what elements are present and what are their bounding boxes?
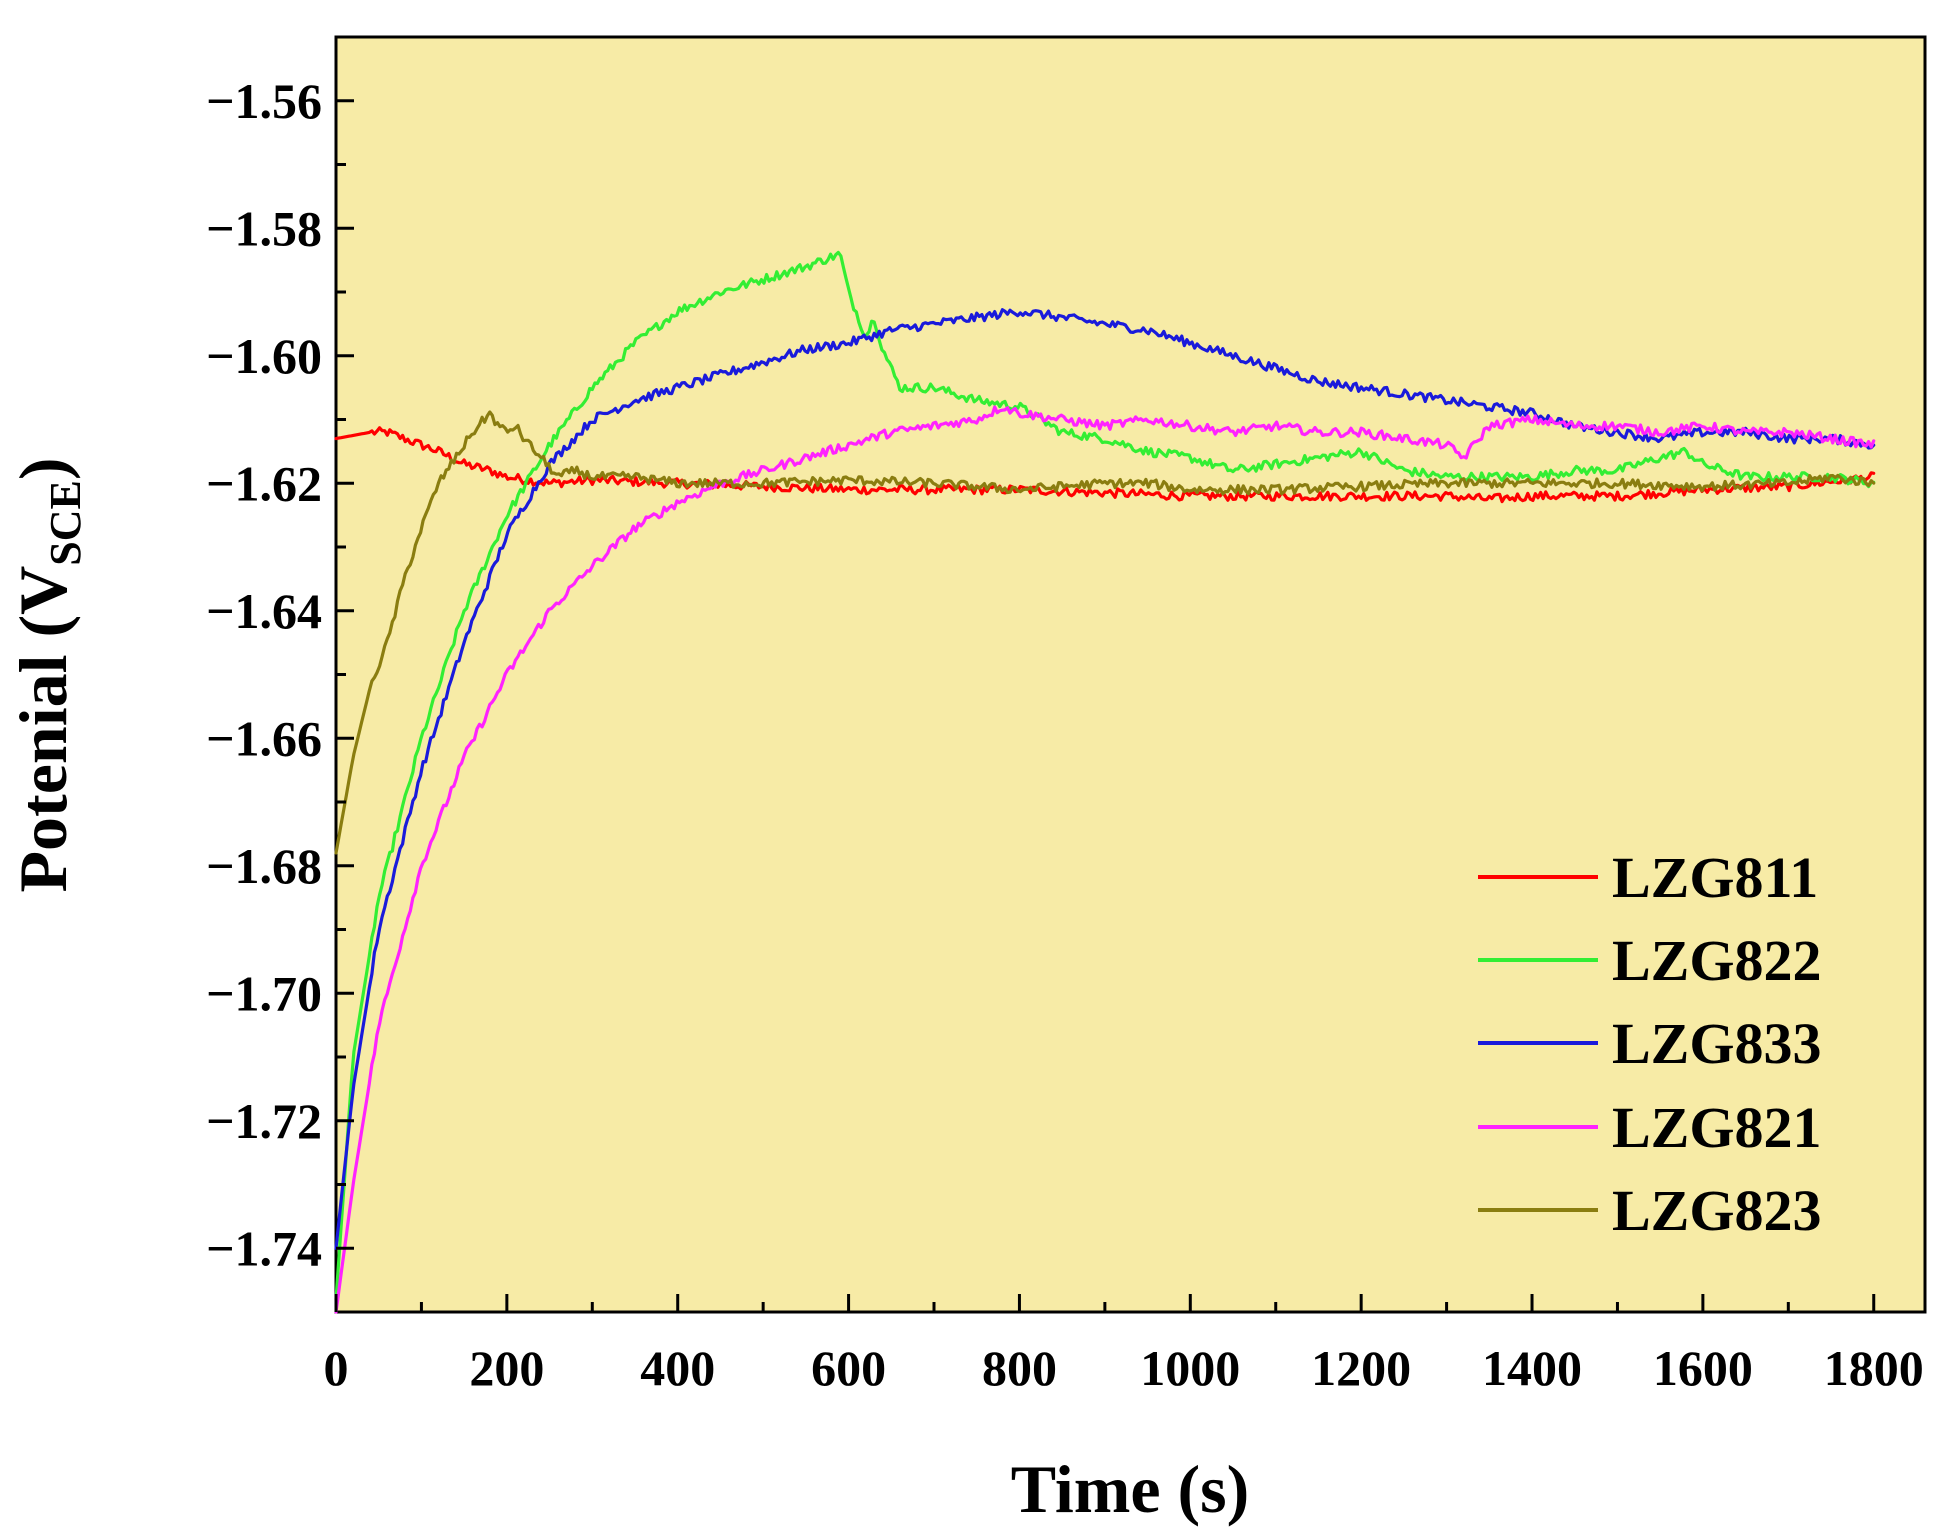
- y-tick-label: −1.62: [206, 455, 322, 511]
- y-tick-label: −1.66: [206, 710, 322, 766]
- y-axis-title-subscript: SCE: [41, 480, 90, 566]
- y-tick-label: −1.68: [206, 838, 322, 894]
- y-tick-label: −1.70: [206, 965, 322, 1021]
- legend-label-lzg822: LZG822: [1612, 928, 1822, 993]
- x-tick-label: 1800: [1824, 1340, 1924, 1396]
- x-tick-label: 400: [640, 1340, 715, 1396]
- y-tick-label: −1.72: [206, 1093, 322, 1149]
- y-tick-label: −1.58: [206, 200, 322, 256]
- series-line-lzg823: [334, 410, 1876, 855]
- x-tick-label: 1000: [1140, 1340, 1240, 1396]
- x-tick-label: 1200: [1311, 1340, 1411, 1396]
- y-axis-title: Potenial (VSCE): [5, 458, 90, 893]
- legend-label-lzg833: LZG833: [1612, 1011, 1822, 1076]
- legend-label-lzg811: LZG811: [1612, 845, 1818, 910]
- legend: LZG811 LZG822 LZG833 LZG821 LZG823: [1478, 845, 1822, 1243]
- plot-background: [334, 35, 1927, 1314]
- series-line-lzg811: [334, 426, 1876, 504]
- series-line-lzg821: [334, 405, 1876, 1314]
- series-line-lzg822: [334, 250, 1876, 1301]
- y-axis-title-close: ): [5, 458, 81, 481]
- x-tick-label: 0: [324, 1340, 349, 1396]
- x-tick-label: 200: [469, 1340, 544, 1396]
- series-layer: [334, 250, 1876, 1314]
- x-tick-label: 800: [982, 1340, 1057, 1396]
- y-axis-title-main: Potenial (V: [5, 566, 81, 893]
- y-tick-label: −1.64: [206, 583, 322, 639]
- legend-label-lzg821: LZG821: [1612, 1095, 1822, 1160]
- tick-labels-layer: 0 200 400 600 800 1000 1200 1400 1600 1800 −1.56 −1…: [206, 73, 1924, 1396]
- x-tick-label: 1400: [1482, 1340, 1582, 1396]
- x-tick-label: 1600: [1653, 1340, 1753, 1396]
- y-tick-label: −1.74: [206, 1220, 322, 1276]
- y-tick-label: −1.60: [206, 328, 322, 384]
- legend-label-lzg823: LZG823: [1612, 1178, 1822, 1243]
- ticks-layer: [334, 99, 1876, 1312]
- x-axis-title: Time (s): [1011, 1451, 1250, 1527]
- y-tick-label: −1.56: [206, 73, 322, 129]
- series-line-lzg833: [334, 308, 1876, 1250]
- x-tick-label: 600: [811, 1340, 886, 1396]
